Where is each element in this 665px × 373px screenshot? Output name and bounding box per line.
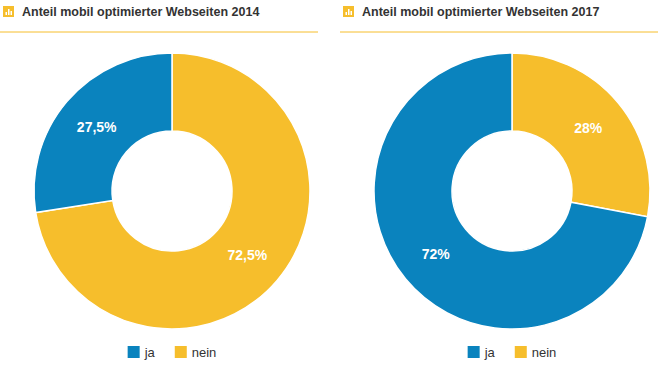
title-rule (340, 32, 658, 33)
legend-swatch (175, 346, 187, 358)
icon-bar (6, 12, 8, 15)
legend-swatch (128, 346, 140, 358)
chart-title: Anteil mobil optimierter Webseiten 2014 (22, 5, 259, 19)
icon-bar (346, 12, 348, 15)
data-labels: 28% 72% (422, 120, 603, 262)
legend: ja nein (468, 345, 557, 360)
legend-swatch (468, 346, 480, 358)
icon-bar (351, 11, 353, 15)
chart-panel: Anteil mobil optimierter Webseiten 2014 7… (0, 5, 318, 360)
icon-bar (8, 9, 10, 15)
canvas: Anteil mobil optimierter Webseiten 2014 7… (0, 0, 665, 373)
icon-bar (348, 9, 350, 15)
slices (34, 53, 310, 329)
icon-box (3, 6, 14, 17)
legend: ja nein (128, 345, 217, 360)
icon-box (343, 6, 354, 17)
data-label: 72% (422, 246, 451, 262)
legend-label: ja (144, 345, 156, 360)
legend-label: ja (484, 345, 496, 360)
slice (34, 53, 172, 213)
slice (512, 53, 650, 217)
legend-swatch (515, 346, 527, 358)
legend-label: nein (192, 345, 217, 360)
slices (374, 53, 650, 329)
chart-title: Anteil mobil optimierter Webseiten 2017 (362, 5, 599, 19)
data-label: 28% (574, 120, 603, 136)
legend-label: nein (532, 345, 557, 360)
data-label: 27,5% (77, 119, 117, 135)
slice (374, 53, 648, 329)
title-icon (343, 6, 354, 17)
chart-panel: Anteil mobil optimierter Webseiten 2017 2… (340, 5, 658, 360)
title-icon (3, 6, 14, 17)
data-label: 72,5% (227, 247, 267, 263)
title-rule (0, 32, 318, 33)
data-labels: 72,5% 27,5% (77, 119, 268, 264)
icon-bar (11, 11, 13, 15)
